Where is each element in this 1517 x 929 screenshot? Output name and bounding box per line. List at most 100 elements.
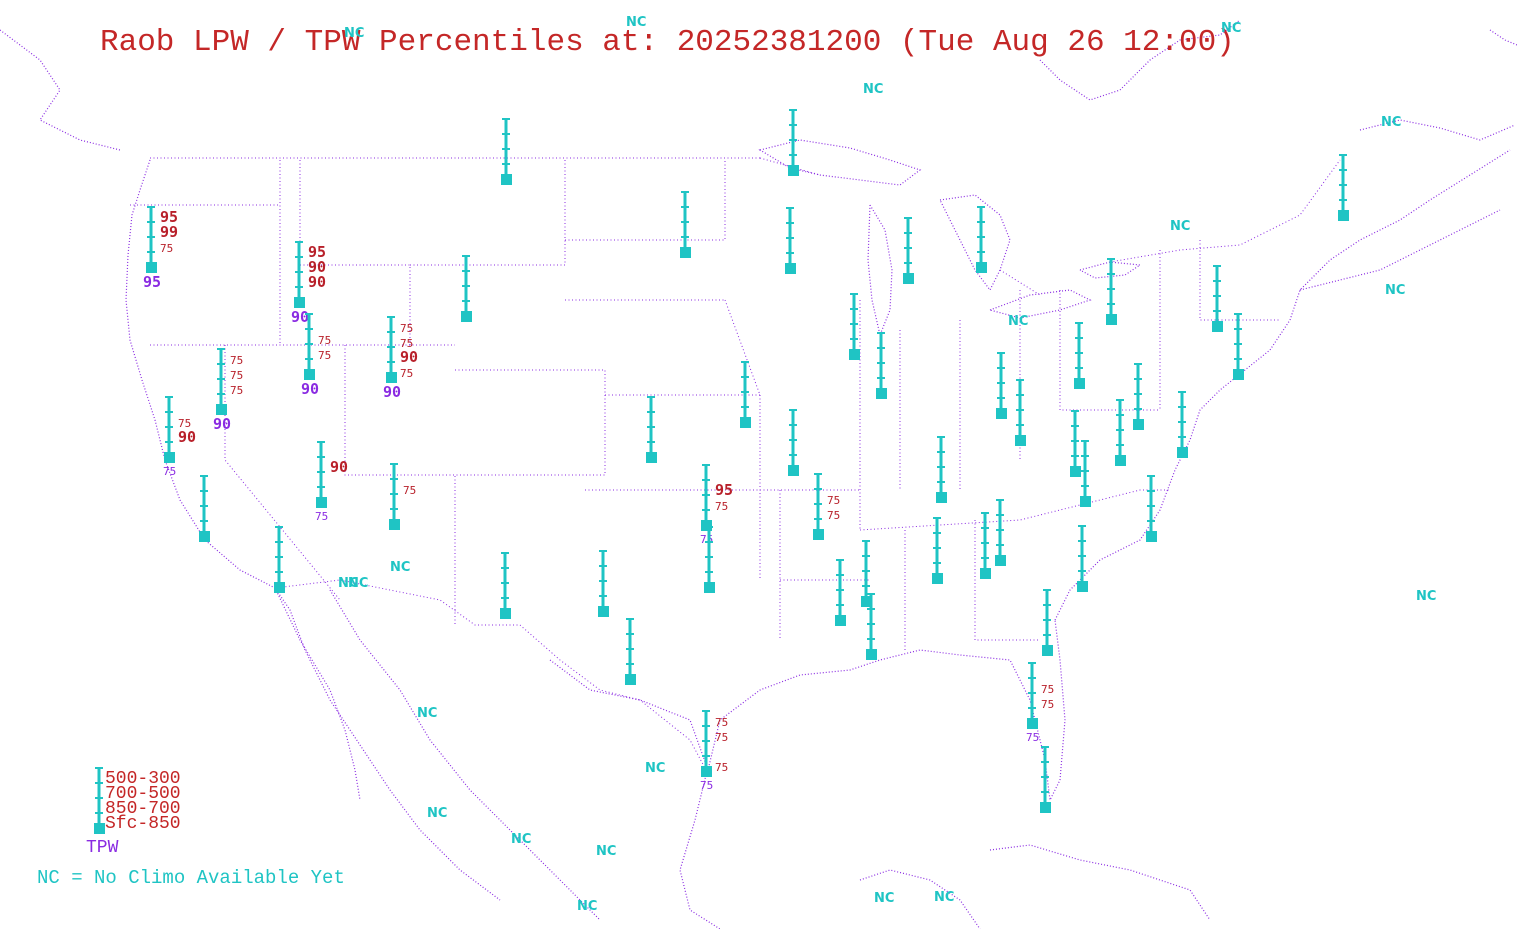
station-reno: 75 75 75 90: [213, 348, 243, 433]
station-chanhassen: [785, 207, 796, 274]
station-square: [701, 766, 712, 777]
lake-michigan: [867, 204, 893, 338]
tpw-label: 75: [700, 533, 713, 546]
tpw-label: 75: [700, 779, 713, 792]
station-square: [1042, 645, 1053, 656]
tpw-label: 90: [301, 380, 319, 398]
station-square: [625, 674, 636, 685]
nc-label: NC: [511, 832, 531, 847]
nc-label: NC: [344, 26, 364, 41]
nc-label: NC: [427, 806, 447, 821]
station-boise: 75 75 90: [301, 313, 331, 398]
station-square: [501, 174, 512, 185]
station-glasgow: [501, 118, 512, 185]
station-lincoln: [740, 361, 751, 428]
percentile-label: 75: [230, 354, 243, 367]
station-square: [316, 497, 327, 508]
station-bismarck: [680, 191, 691, 258]
tpw-label: 90: [383, 383, 401, 401]
percentile-label: 75: [230, 369, 243, 382]
station-square: [936, 492, 947, 503]
mexico-east-coast: [679, 774, 721, 929]
station-square: [876, 388, 887, 399]
station-roanoke: [1080, 440, 1091, 507]
legend-tpw-label: TPW: [86, 838, 119, 858]
station-square: [980, 568, 991, 579]
station-square: [849, 349, 860, 360]
station-riverton: [461, 255, 472, 322]
station-square: [701, 520, 712, 531]
legend-layer-sfc-850: Sfc-850: [105, 814, 181, 834]
nc-label: NC: [338, 576, 358, 591]
station-gaylord: [976, 206, 987, 273]
station-midland: [274, 526, 285, 593]
percentile-label: 75: [827, 509, 840, 522]
station-square: [598, 606, 609, 617]
mexico-west-coast: [329, 589, 601, 921]
nc-label: NC: [1221, 21, 1241, 36]
percentile-label: 75: [400, 337, 413, 350]
nc-label: NC: [417, 706, 437, 721]
station-square: [389, 519, 400, 530]
station-las-vegas: 90 75: [315, 441, 348, 523]
percentile-label: 75: [715, 731, 728, 744]
lake-superior: [758, 139, 922, 186]
tpw-label: 75: [163, 465, 176, 478]
station-square: [1074, 378, 1085, 389]
station-pittsburgh: [1074, 322, 1085, 389]
james-bay-coastline: [1489, 29, 1517, 46]
nc-label: NC: [626, 15, 646, 30]
station-square: [294, 297, 305, 308]
percentile-label: 95: [160, 208, 178, 226]
station-square: [1212, 321, 1223, 332]
tpw-label: 95: [143, 273, 161, 291]
station-square: [740, 417, 751, 428]
pacific-coastline: [125, 159, 501, 901]
station-square: [866, 649, 877, 660]
tpw-label: 90: [213, 415, 231, 433]
station-amarillo: [500, 552, 511, 619]
lake-erie: [989, 289, 1092, 319]
percentile-label: 75: [230, 384, 243, 397]
baja-coastline: [274, 587, 361, 801]
station-square: [274, 582, 285, 593]
station-square: [146, 262, 157, 273]
percentile-label: 90: [308, 258, 326, 276]
station-square: [932, 573, 943, 584]
station-square: [680, 247, 691, 258]
station-slidell: [1042, 589, 1053, 656]
yucatan-coastline: [859, 869, 981, 929]
station-square: [1146, 531, 1157, 542]
nc-label: NC: [1416, 589, 1436, 604]
map-title: Raob LPW / TPW Percentiles at: 202523812…: [100, 25, 1235, 60]
legend-tpw-square: [94, 823, 105, 834]
percentile-label: 75: [715, 716, 728, 729]
station-square: [1080, 496, 1091, 507]
station-greensboro: [936, 436, 947, 503]
percentile-label: 75: [160, 242, 173, 255]
station-square: [1040, 802, 1051, 813]
legend: 500-300 700-500 850-700 Sfc-850 TPW NC =…: [37, 767, 345, 889]
nc-label: NC: [348, 576, 368, 591]
station-square: [976, 262, 987, 273]
station-tampa: 75 75 75: [1026, 662, 1054, 744]
station-square: [1133, 419, 1144, 430]
percentile-label: 75: [318, 334, 331, 347]
station-square: [1106, 314, 1117, 325]
station-jacksonville: [1040, 746, 1051, 813]
station-upton: [1233, 313, 1244, 380]
station-square: [216, 404, 227, 415]
station-albuquerque: [1015, 379, 1026, 446]
station-glyphs: 9599759595909090757590757575907590757575…: [143, 109, 1349, 813]
legend-layer-500-300: 500-300: [105, 769, 181, 789]
station-international-falls: [788, 109, 799, 176]
station-miami: [704, 526, 715, 593]
station-peachtree: [861, 540, 872, 607]
percentile-label: 75: [1041, 698, 1054, 711]
station-square: [304, 369, 315, 380]
